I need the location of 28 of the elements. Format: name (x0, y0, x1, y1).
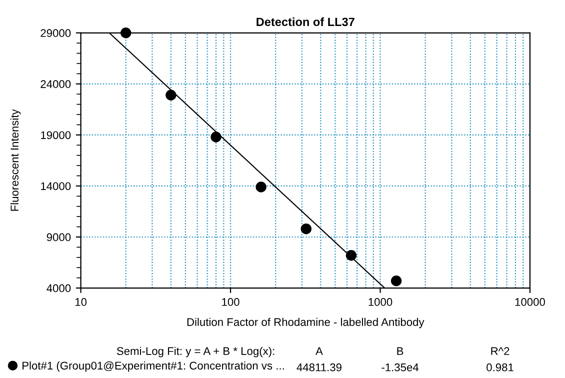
text: B (397, 347, 404, 355)
text: Semi-Log Fit: y = A + B * Log(x): (116, 346, 274, 358)
y-tick-label: 14000 (41, 182, 71, 190)
point (300, 223, 312, 234)
point (210, 132, 222, 142)
y-tick-label: 29000 (40, 29, 71, 38)
x-tick-label: 10000 (515, 298, 545, 306)
point (256, 182, 266, 192)
text: 44811.39 (296, 363, 342, 372)
text: -1.35e4 (382, 363, 419, 372)
text: A (316, 347, 323, 355)
point (346, 250, 357, 261)
point (390, 276, 402, 286)
y-tick-label: 4000 (46, 284, 71, 292)
text: R^2 (491, 347, 510, 355)
y-tick-label: 24000 (40, 80, 71, 88)
y-tick-label: 19000 (41, 131, 71, 140)
point (166, 90, 176, 100)
point (120, 28, 132, 38)
chart-title: Detection of LL37 (256, 17, 354, 26)
x-tick-label: 1000 (368, 298, 392, 306)
x-axis-title: Dilution Factor of Rhodamine - labelled Antibody (187, 318, 424, 328)
legend-label: Plot#1 (Group01@Experiment#1: Concentration vs ... (22, 361, 284, 372)
text: 0.981 (486, 363, 514, 372)
x-tick-label: 10 (75, 298, 87, 306)
y-axis-title: Fluorescent Intensity (10, 109, 21, 211)
x-tick-label: 100 (222, 298, 240, 306)
y-tick-label: 9000 (46, 233, 71, 242)
